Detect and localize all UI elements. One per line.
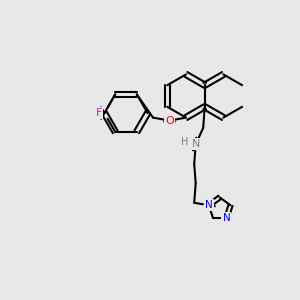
Text: F: F: [96, 108, 102, 118]
Text: N: N: [191, 139, 200, 149]
Text: N: N: [205, 200, 213, 210]
Text: O: O: [165, 116, 174, 126]
Text: H: H: [181, 137, 188, 147]
Text: N: N: [223, 213, 230, 223]
